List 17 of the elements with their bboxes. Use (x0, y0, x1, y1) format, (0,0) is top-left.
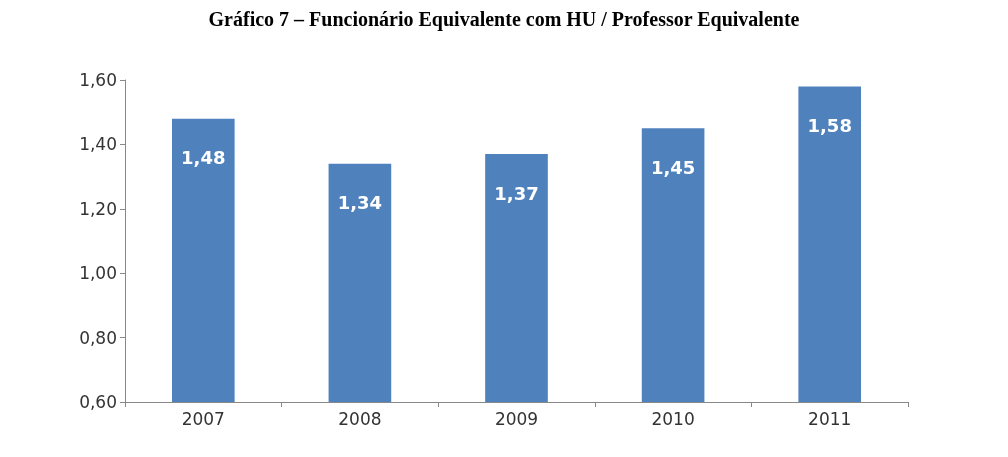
x-tick-label: 2008 (338, 408, 382, 429)
x-tick-label: 2011 (808, 408, 852, 429)
data-label: 1,34 (337, 192, 383, 214)
data-label: 1,45 (650, 156, 696, 178)
chart-title: Gráfico 7 – Funcionário Equivalente com HU / Professor Equivalente (208, 8, 800, 31)
data-label: 1,37 (494, 182, 539, 204)
y-tick-label: 1,20 (79, 198, 117, 219)
y-tick-label: 1,60 (79, 70, 117, 90)
y-tick-label: 0,80 (79, 327, 117, 348)
x-tick-label: 2010 (651, 408, 695, 429)
y-tick-label: 0,60 (79, 392, 117, 412)
y-tick-label: 1,40 (79, 134, 117, 155)
x-tick-label: 2007 (181, 408, 225, 429)
data-label: 1,48 (181, 147, 226, 169)
y-tick-label: 1,00 (79, 263, 117, 284)
x-tick-label: 2009 (494, 408, 539, 429)
data-label: 1,58 (807, 114, 852, 136)
